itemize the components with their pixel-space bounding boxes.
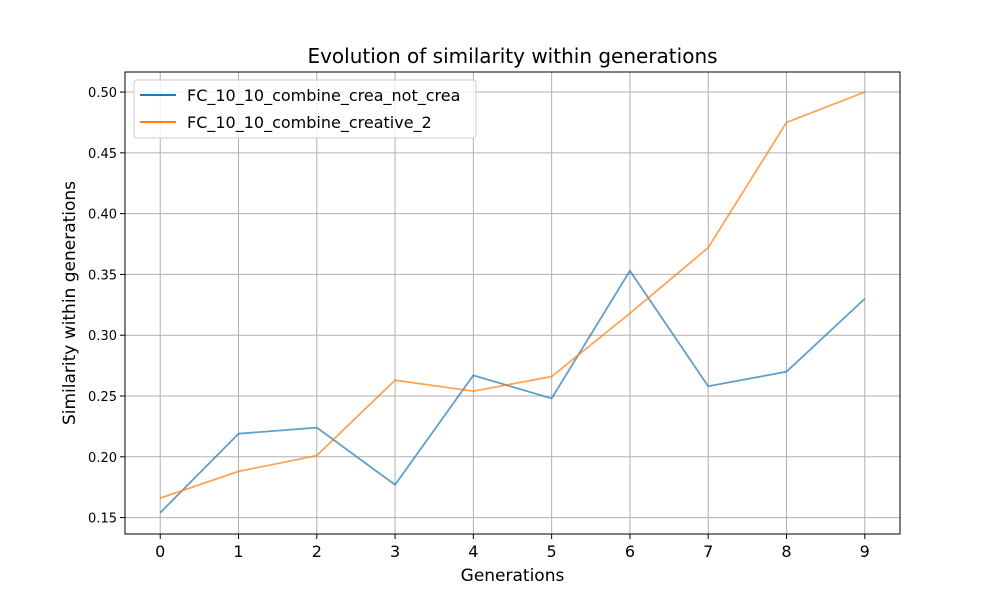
x-axis-label: Generations — [461, 566, 565, 586]
legend-label-series-1: FC_10_10_combine_crea_not_crea — [187, 86, 460, 106]
y-tick-label: 0.30 — [88, 329, 117, 344]
x-tick-label: 5 — [547, 542, 557, 561]
series-line-2 — [159, 91, 866, 499]
legend-label-series-2: FC_10_10_combine_creative_2 — [187, 113, 432, 133]
x-tick-label: 7 — [703, 542, 713, 561]
series-line-1 — [159, 269, 866, 514]
y-tick-label: 0.25 — [88, 390, 117, 405]
x-tick-label: 4 — [468, 542, 478, 561]
legend-box — [133, 79, 477, 139]
y-tick-label: 0.15 — [88, 512, 117, 527]
x-tick-label: 3 — [390, 542, 400, 561]
x-tick-label: 1 — [233, 542, 243, 561]
x-tick-label: 8 — [781, 542, 791, 561]
y-tick-label: 0.20 — [88, 451, 117, 466]
series-lines — [159, 91, 866, 514]
axis-ticks: 0 1 2 3 4 5 6 7 8 9 0.15 0.20 0.25 0.30 0.35 0.40 0.45 0.… — [88, 86, 870, 561]
x-tick-label: 0 — [155, 542, 165, 561]
y-tick-label: 0.45 — [88, 147, 117, 162]
x-tick-label: 6 — [625, 542, 635, 561]
legend: FC_10_10_combine_crea_not_crea FC_10_10_… — [133, 79, 477, 139]
y-tick-label: 0.35 — [88, 268, 117, 283]
plot-frame — [124, 71, 901, 535]
grid — [125, 72, 900, 534]
y-tick-label: 0.50 — [88, 86, 117, 101]
chart-title: Evolution of similarity within generatio… — [307, 44, 717, 68]
y-tick-label: 0.40 — [88, 208, 117, 223]
x-tick-label: 9 — [860, 542, 870, 561]
y-axis-label: Similarity within generations — [60, 181, 80, 425]
x-tick-label: 2 — [312, 542, 322, 561]
